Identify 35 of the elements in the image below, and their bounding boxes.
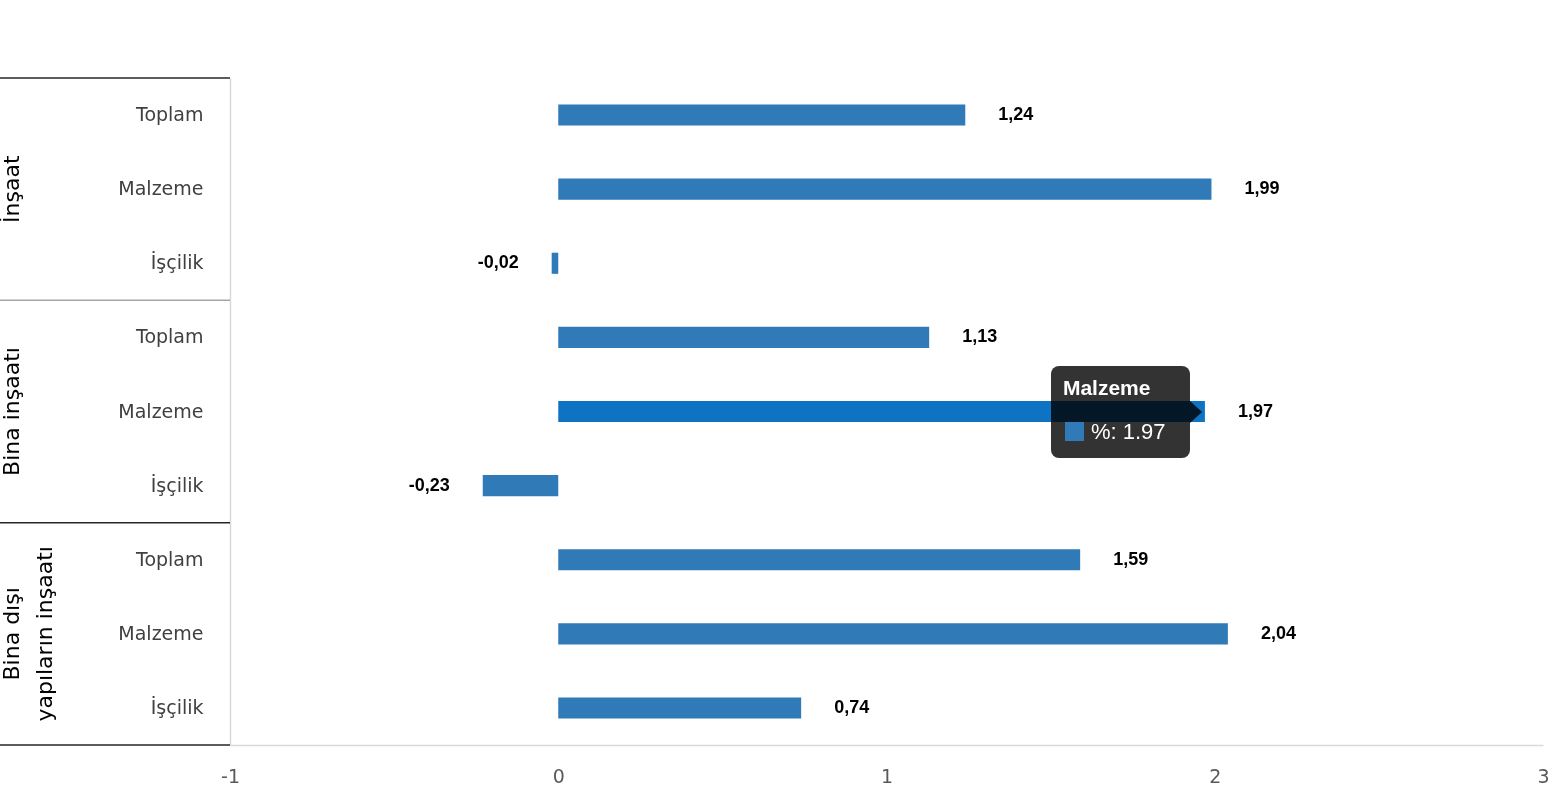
text: Bina inşaatı [0, 347, 24, 476]
y-tick-label: Malzeme [118, 399, 204, 422]
y-tick-label: Malzeme [118, 177, 204, 200]
bar [558, 623, 1228, 645]
x-tick-label: 3 [1537, 764, 1550, 787]
x-tick-label: -1 [221, 764, 240, 787]
bar [558, 104, 966, 126]
bar [482, 475, 559, 497]
annotation: Malzeme %: 1.97 [1062, 375, 1166, 444]
y-tick-label: İşçilik [150, 473, 204, 496]
tooltip: Malzeme %: 1.97 [1050, 365, 1202, 458]
data-label: 1,97 [1237, 400, 1273, 421]
bar [558, 326, 930, 348]
text: Bina dışı yapıların inşaatı [0, 546, 57, 722]
data-label: 1,99 [1244, 178, 1280, 199]
data-label: -0,23 [408, 474, 450, 495]
y-tick-label: İşçilik [150, 695, 204, 718]
y-tick-label: İşçilik [150, 251, 204, 274]
data-label: 1,59 [1113, 548, 1149, 569]
y-tick-label: Toplam [135, 325, 204, 348]
bar [558, 549, 1081, 571]
data-label: 0,74 [834, 696, 870, 717]
x-tick-label: 2 [1209, 764, 1222, 787]
y-tick-label: Toplam [135, 103, 204, 126]
data-label: 2,04 [1260, 622, 1296, 643]
y-tick-label: Malzeme [118, 621, 204, 644]
x-tick-label: 1 [880, 764, 894, 787]
data-label: -0,02 [477, 252, 519, 273]
x-tick-label: 0 [552, 764, 565, 787]
data-label: 1,24 [998, 104, 1034, 125]
bar [558, 178, 1212, 200]
bar [551, 252, 559, 274]
data-label: 1,13 [962, 326, 998, 347]
y-tick-label: Toplam [135, 547, 204, 570]
bar [558, 697, 802, 719]
